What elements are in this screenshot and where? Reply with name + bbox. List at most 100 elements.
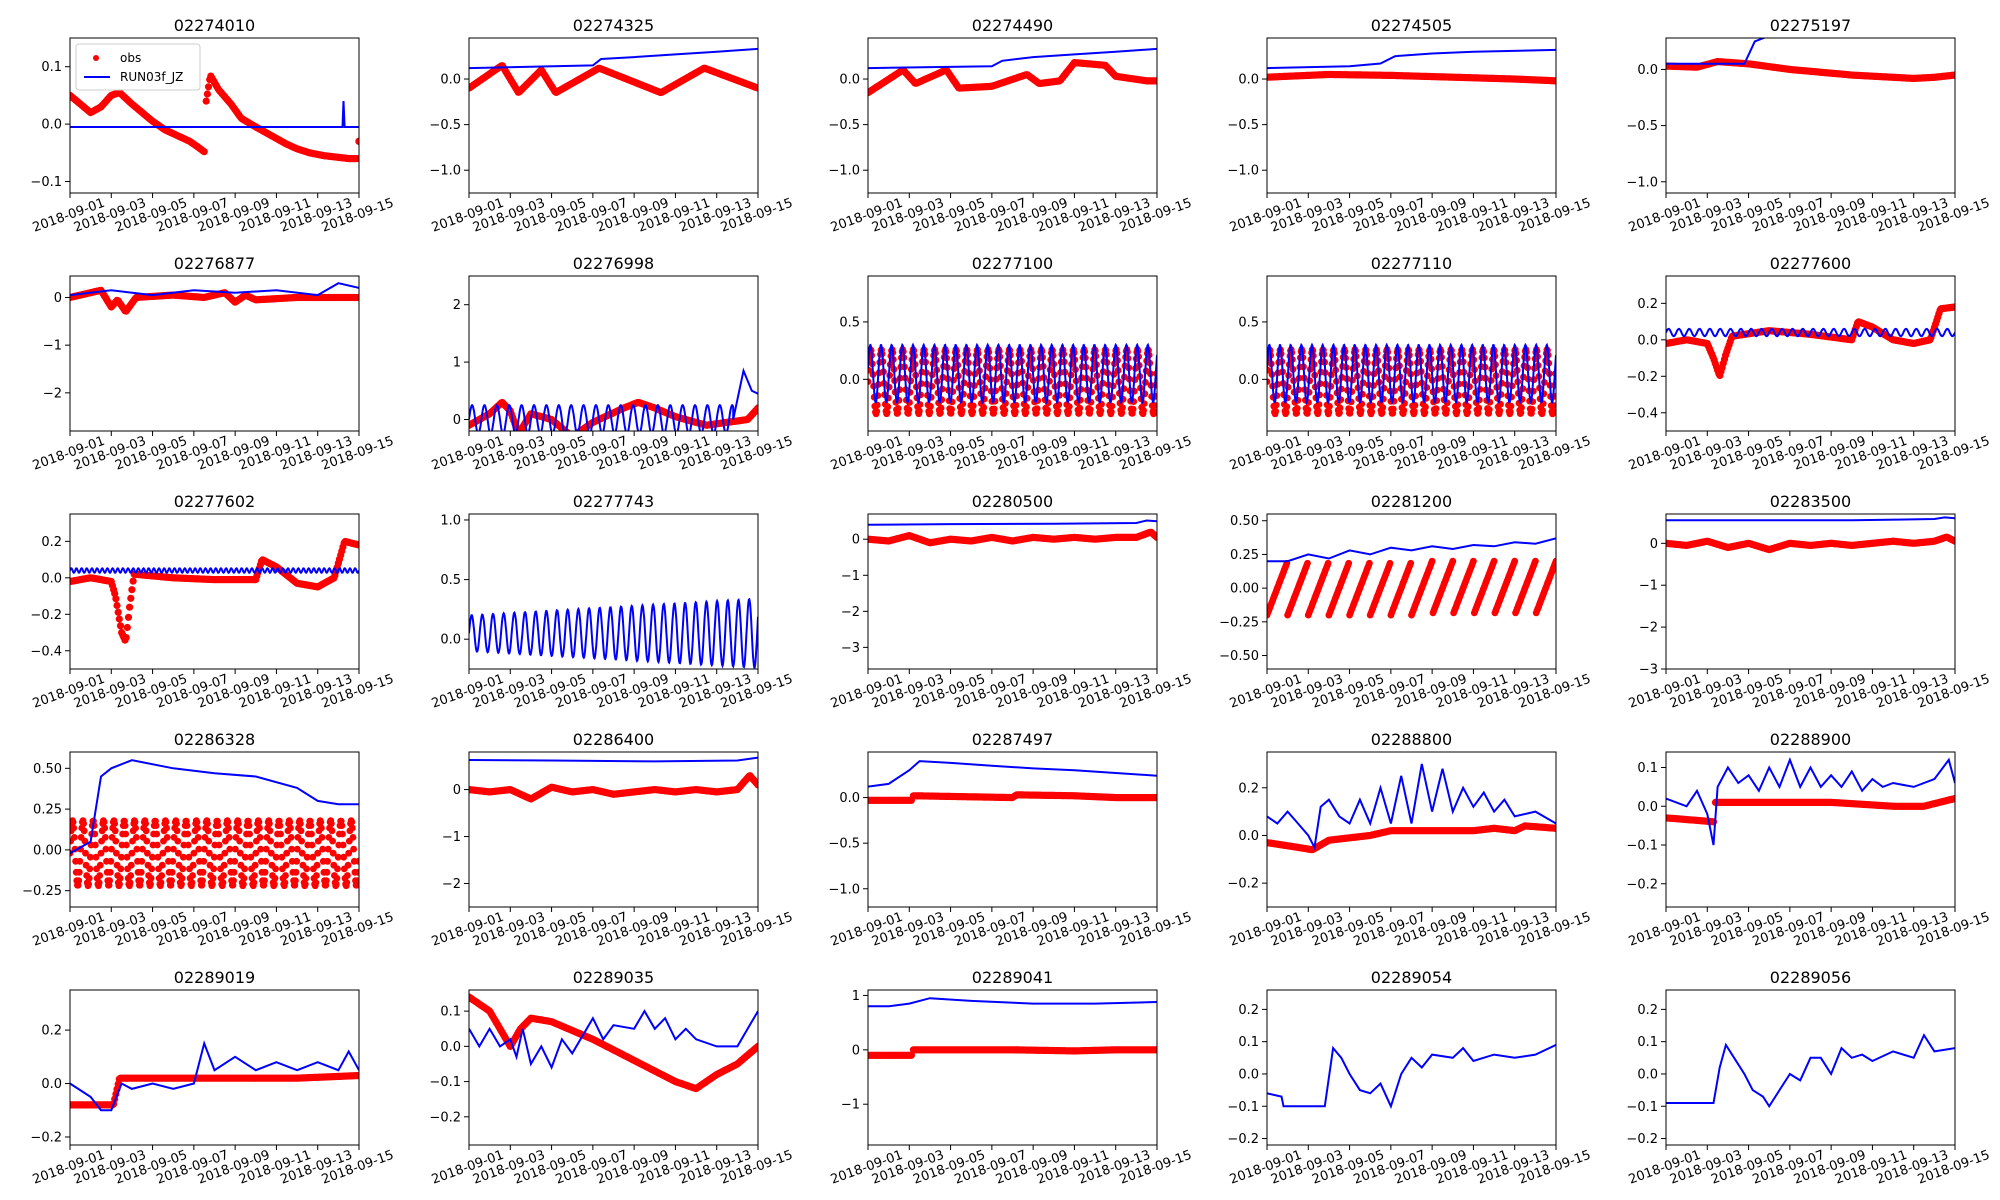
data-point-obs — [339, 830, 346, 838]
data-point-obs — [200, 148, 208, 156]
series-line-RUN03f_JZ — [469, 367, 758, 431]
data-point-obs — [142, 827, 150, 835]
data-point-obs — [257, 845, 265, 853]
subplot-panel: 02276877−2−102018-09-012018-09-032018-09… — [31, 254, 396, 474]
data-point-obs — [87, 853, 94, 861]
axes-frame — [468, 513, 759, 670]
data-point-obs — [131, 818, 139, 826]
y-tick-label: 0.00 — [33, 843, 62, 858]
data-point-obs — [111, 827, 119, 835]
data-point-obs — [1421, 409, 1429, 416]
data-point-obs — [312, 879, 320, 887]
y-tick-label: 0.0 — [839, 373, 860, 388]
data-point-obs — [1464, 408, 1471, 416]
data-point-obs — [754, 404, 758, 412]
data-point-obs — [916, 407, 923, 415]
data-point-obs — [200, 857, 208, 865]
data-point-obs — [324, 857, 331, 865]
y-tick-label: 0.50 — [1230, 514, 1259, 529]
y-tick-label: 0.25 — [33, 803, 62, 818]
data-point-obs — [282, 861, 290, 869]
data-point-obs — [221, 849, 229, 857]
data-point-obs — [1086, 406, 1094, 413]
data-point-obs — [297, 827, 305, 835]
data-point-obs — [277, 830, 284, 838]
plot-area — [868, 519, 1157, 547]
subplot-panel: 022771000.00.52018-09-012018-09-032018-0… — [829, 254, 1194, 474]
plot-area — [70, 72, 359, 163]
data-point-obs — [334, 853, 342, 861]
data-point-obs — [220, 861, 228, 869]
data-point-obs — [158, 861, 166, 869]
data-point-obs — [204, 83, 213, 91]
data-point-obs — [70, 818, 77, 826]
y-tick-label: −1 — [841, 569, 860, 584]
data-point-obs — [1507, 408, 1514, 416]
data-point-obs — [117, 865, 125, 873]
data-point-obs — [195, 845, 203, 853]
data-point-obs — [137, 868, 145, 876]
subplot-title: 02277743 — [573, 492, 654, 511]
data-point-obs — [256, 824, 263, 832]
plot-area — [1267, 48, 1556, 85]
data-point-obs — [163, 824, 171, 832]
data-point-obs — [1097, 407, 1105, 415]
y-tick-label: 0.25 — [1230, 548, 1259, 563]
data-point-obs — [224, 818, 232, 826]
data-point-obs — [1304, 406, 1312, 414]
y-tick-label: −1.0 — [429, 164, 461, 179]
data-point-obs — [179, 853, 187, 861]
data-point-obs — [216, 853, 224, 861]
data-point-obs — [203, 90, 211, 98]
data-point-obs — [251, 872, 258, 879]
data-point-obs — [251, 861, 259, 869]
data-point-obs — [754, 84, 758, 92]
y-tick-label: 0.0 — [440, 73, 461, 88]
data-point-obs — [1304, 559, 1311, 567]
data-point-obs — [1550, 402, 1556, 409]
y-tick-label: 0.0 — [1238, 73, 1259, 88]
subplot-title: 02280500 — [972, 492, 1053, 511]
data-point-obs — [1267, 378, 1271, 385]
data-point-obs — [298, 837, 305, 845]
data-point-obs — [1432, 405, 1440, 412]
data-point-obs — [1552, 557, 1556, 565]
series-line-RUN03f_JZ — [868, 342, 1157, 405]
data-point-obs — [128, 849, 136, 857]
data-point-obs — [235, 827, 243, 835]
subplot-title: 02274325 — [573, 16, 654, 35]
data-point-obs — [302, 874, 310, 882]
data-point-obs — [193, 818, 201, 826]
data-point-obs — [313, 861, 321, 869]
subplot-panel: 02277602−0.4−0.20.00.22018-09-012018-09-… — [30, 492, 395, 712]
data-point-obs — [266, 827, 274, 835]
data-point-obs — [344, 861, 352, 869]
y-tick-label: 0.00 — [1230, 582, 1259, 597]
y-tick-label: −3 — [841, 641, 860, 656]
y-tick-label: 1 — [453, 356, 461, 371]
y-tick-label: 0 — [1650, 537, 1658, 552]
data-point-obs — [147, 880, 154, 888]
data-point-obs — [101, 834, 109, 841]
data-point-obs — [173, 820, 180, 827]
series-line-RUN03f_JZ — [1666, 38, 1767, 65]
data-point-obs — [1470, 557, 1477, 565]
data-point-obs — [1951, 303, 1955, 311]
y-tick-label: 0.0 — [440, 633, 461, 648]
subplot-title: 02275197 — [1770, 16, 1851, 35]
data-point-obs — [1315, 407, 1322, 415]
data-point-obs — [307, 822, 315, 829]
data-point-obs — [210, 865, 218, 873]
y-tick-label: 0 — [852, 533, 860, 548]
data-point-obs — [149, 853, 156, 861]
data-point-obs — [1065, 408, 1072, 416]
data-point-obs — [70, 824, 78, 832]
data-point-obs — [168, 877, 176, 885]
data-point-obs — [328, 827, 336, 835]
data-point-obs — [169, 857, 177, 865]
data-point-obs — [1153, 533, 1157, 541]
data-point-obs — [267, 837, 274, 845]
data-point-obs — [184, 841, 192, 849]
subplot-title: 02274490 — [972, 16, 1053, 35]
data-point-obs — [204, 820, 211, 827]
